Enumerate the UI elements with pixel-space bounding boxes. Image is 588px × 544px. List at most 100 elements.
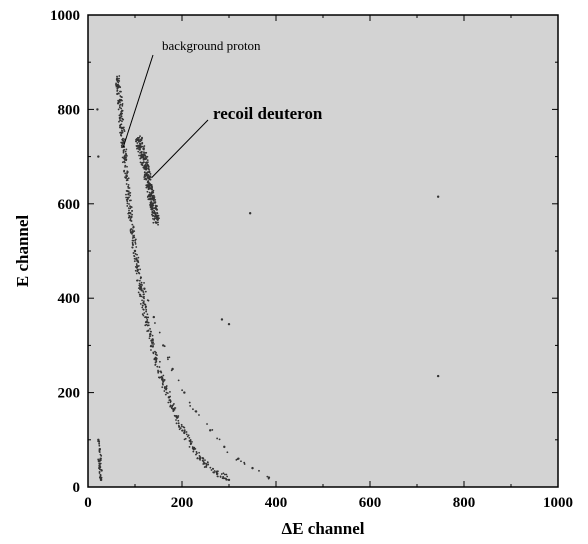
proton_band-dot bbox=[119, 127, 121, 129]
proton_band-dot bbox=[145, 311, 147, 313]
proton_band-dot bbox=[126, 166, 128, 168]
deuteron_band-point bbox=[139, 146, 141, 148]
proton_band-dot bbox=[129, 195, 131, 197]
proton_band-dot bbox=[132, 240, 134, 242]
proton_band-dot bbox=[165, 394, 167, 396]
proton_band-dot bbox=[181, 425, 183, 427]
y-axis-title: E channel bbox=[13, 215, 32, 288]
proton_band-dot bbox=[131, 206, 133, 208]
deuteron_band-point bbox=[146, 174, 148, 176]
proton_band-dot bbox=[136, 267, 138, 269]
y-tick-label: 1000 bbox=[50, 8, 80, 24]
faint_band-point bbox=[268, 476, 270, 478]
faint_band-dot bbox=[167, 357, 169, 359]
low_cluster-point bbox=[98, 467, 100, 469]
proton_band-dot bbox=[135, 239, 137, 241]
deuteron_band-dot bbox=[153, 210, 155, 212]
proton_band-dot bbox=[225, 479, 227, 481]
proton_band-dot bbox=[125, 159, 127, 161]
faint_band-dot bbox=[140, 284, 142, 286]
proton_band-point bbox=[150, 339, 152, 341]
proton_band-point bbox=[137, 269, 139, 271]
deuteron_band-dot bbox=[156, 205, 158, 207]
deuteron_band-dot bbox=[154, 218, 156, 220]
proton_band-dot bbox=[169, 399, 171, 401]
proton_band-dot bbox=[142, 305, 144, 307]
faint_band-dot bbox=[159, 332, 161, 334]
faint_band-dot bbox=[145, 291, 147, 293]
proton_band-point bbox=[228, 479, 230, 481]
proton_band-dot bbox=[122, 139, 124, 141]
proton_band-dot bbox=[184, 438, 186, 440]
proton_band-dot bbox=[149, 328, 151, 330]
deuteron_band-dot bbox=[149, 171, 151, 173]
proton_band-dot bbox=[131, 210, 133, 212]
deuteron_band-dot bbox=[145, 187, 147, 189]
proton_band-dot bbox=[120, 123, 122, 125]
faint_band-dot bbox=[206, 423, 208, 425]
x-tick-label: 200 bbox=[171, 495, 194, 511]
proton_band-dot bbox=[151, 346, 153, 348]
proton_band-dot bbox=[206, 464, 208, 466]
deuteron_band-dot bbox=[145, 179, 147, 181]
faint_band-point bbox=[183, 391, 185, 393]
proton_band-dot bbox=[141, 307, 143, 309]
faint_band-dot bbox=[189, 405, 191, 407]
proton_band-dot bbox=[213, 472, 215, 474]
faint_band-point bbox=[162, 344, 164, 346]
deuteron_band-dot bbox=[143, 151, 145, 153]
proton_band-dot bbox=[156, 354, 158, 356]
proton_band-dot bbox=[146, 316, 148, 318]
proton_band-dot bbox=[119, 104, 121, 106]
proton_band-dot bbox=[182, 430, 184, 432]
proton_band-point bbox=[139, 288, 141, 290]
faint_band-dot bbox=[167, 358, 169, 360]
proton_band-dot bbox=[183, 426, 185, 428]
proton_band-dot bbox=[190, 443, 192, 445]
deuteron_band-dot bbox=[147, 191, 149, 193]
deuteron_band-dot bbox=[153, 200, 155, 202]
deuteron_band-dot bbox=[157, 213, 159, 215]
low_cluster-point bbox=[97, 439, 99, 441]
proton_band-dot bbox=[128, 177, 130, 179]
proton_band-dot bbox=[123, 150, 125, 152]
plot-area bbox=[88, 15, 558, 487]
y-tick-label: 800 bbox=[58, 102, 81, 118]
isolated-point bbox=[96, 108, 98, 110]
proton_band-dot bbox=[192, 451, 194, 453]
isolated-point bbox=[97, 155, 99, 157]
proton_band-dot bbox=[131, 214, 133, 216]
y-tick-label: 200 bbox=[58, 386, 81, 402]
deuteron_band-dot bbox=[147, 171, 149, 173]
proton_band-point bbox=[193, 448, 195, 450]
faint_band-dot bbox=[154, 322, 156, 324]
proton_band-dot bbox=[120, 132, 122, 134]
proton_band-dot bbox=[126, 190, 128, 192]
proton_band-dot bbox=[204, 459, 206, 461]
deuteron_band-dot bbox=[152, 222, 154, 224]
proton_band-dot bbox=[118, 75, 120, 77]
proton_band-dot bbox=[160, 370, 162, 372]
deuteron_band-dot bbox=[143, 145, 145, 147]
proton_band-dot bbox=[118, 121, 120, 123]
proton_band-dot bbox=[162, 384, 164, 386]
proton_band-dot bbox=[130, 229, 132, 231]
proton_band-dot bbox=[124, 166, 126, 168]
proton_band-point bbox=[125, 174, 127, 176]
y-tick-label: 600 bbox=[58, 197, 81, 213]
faint_band-dot bbox=[181, 389, 183, 391]
proton_band-dot bbox=[223, 472, 225, 474]
proton_band-dot bbox=[173, 403, 175, 405]
low_cluster-point bbox=[98, 460, 100, 462]
proton_band-dot bbox=[129, 187, 131, 189]
x-tick-label: 800 bbox=[453, 495, 476, 511]
proton_band-dot bbox=[207, 463, 209, 465]
proton_band-dot bbox=[120, 96, 122, 98]
proton_band-dot bbox=[209, 467, 211, 469]
proton_band-point bbox=[127, 193, 129, 195]
proton_band-dot bbox=[163, 390, 165, 392]
proton_band-dot bbox=[199, 455, 201, 457]
proton_band-dot bbox=[175, 407, 177, 409]
proton_band-dot bbox=[124, 130, 126, 132]
low_cluster-dot bbox=[98, 443, 100, 445]
